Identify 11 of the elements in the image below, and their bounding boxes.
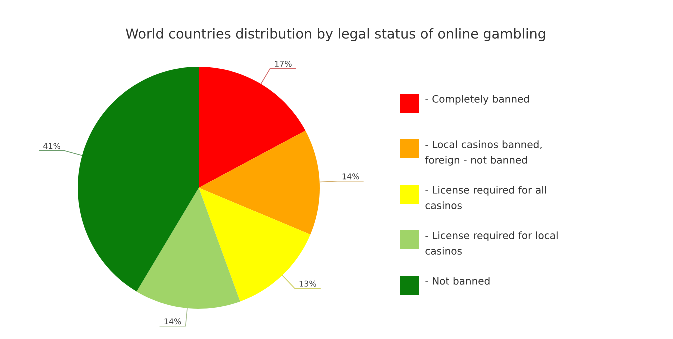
legend-label: - Completely banned [426, 95, 530, 105]
legend-label: - Local casinos banned, foreign - not banned [425, 140, 542, 166]
data-label: 14% [164, 318, 182, 325]
data-label: 41% [44, 143, 60, 150]
data-label: 14% [342, 174, 360, 180]
legend-label: - Not banned [426, 277, 490, 285]
legend-label: - License required for local casinos [426, 232, 558, 255]
legend-label: - License required for all casinos [426, 186, 546, 210]
chart-title: World countries distribution by legal status of online gambling [126, 28, 546, 42]
data-label: 17% [275, 60, 292, 68]
data-label: 13% [300, 280, 316, 287]
